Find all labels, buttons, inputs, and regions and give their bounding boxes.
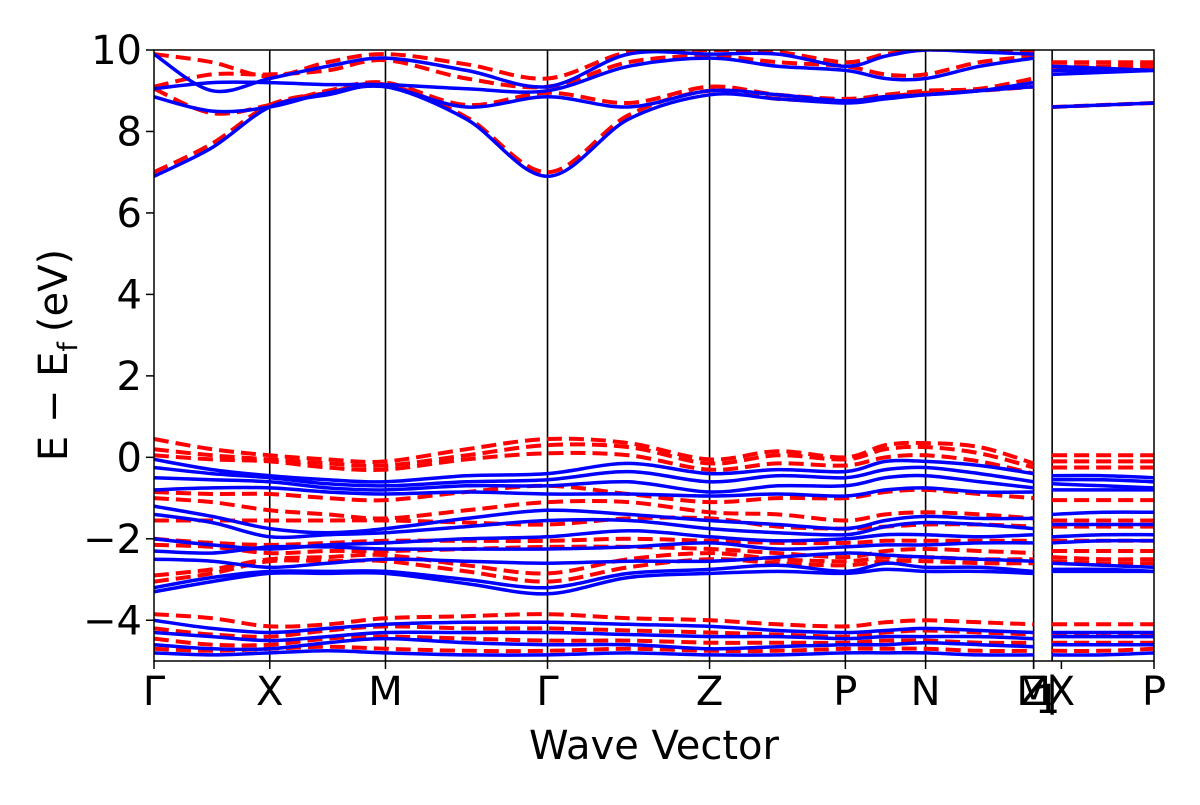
band-line-solid-29 — [154, 618, 1154, 635]
band-line-solid-10 — [154, 473, 1154, 494]
x-tick-label: X — [1048, 669, 1075, 715]
y-axis-title-unit: (eV) — [31, 249, 77, 332]
x-tick-label: Γ — [536, 669, 559, 715]
x-tick-label: M — [368, 669, 403, 715]
band-line-dashed-21 — [154, 450, 1154, 476]
band-line-dashed-7 — [154, 50, 1154, 81]
x-tick-label: X — [256, 669, 283, 715]
y-ticks: −4 −2 0 2 4 6 8 10 — [83, 28, 154, 644]
band-line-dashed-34 — [154, 624, 1154, 639]
y-tick-label: 10 — [91, 28, 142, 74]
x-tick-label: Γ — [143, 669, 166, 715]
band-line-solid-9 — [154, 465, 1154, 488]
x-tick-label: 1 — [1035, 677, 1060, 723]
band-line-dashed-28 — [154, 557, 1154, 584]
x-tick-label: P — [833, 669, 857, 715]
band-line-dashed-35 — [154, 634, 1154, 648]
y-tick-label: 2 — [117, 354, 142, 400]
band-line-dashed-20 — [154, 442, 1154, 470]
band-line-dashed-33 — [154, 612, 1154, 629]
y-tick-label: −4 — [83, 598, 142, 644]
y-tick-label: 4 — [117, 272, 142, 318]
band-lines — [154, 50, 1154, 657]
band-line-solid-12 — [154, 504, 1154, 535]
y-tick-label: 0 — [117, 435, 142, 481]
band-line-solid-31 — [154, 636, 1154, 652]
band-line-solid-18 — [154, 567, 1154, 596]
band-line-dashed-23 — [154, 496, 1154, 523]
x-axis-title: Wave Vector — [529, 723, 780, 769]
y-tick-label: 8 — [117, 109, 142, 155]
plot-frame — [153, 49, 1155, 662]
band-line-solid-13 — [154, 512, 1154, 540]
band-line-solid-3 — [154, 50, 1154, 94]
x-tick-label: M — [1016, 669, 1051, 715]
band-line-solid-8 — [154, 457, 1154, 484]
y-axis-title-subscript: f — [53, 341, 84, 352]
band-line-solid-15 — [154, 538, 1154, 555]
band-line-solid-11 — [154, 485, 1154, 498]
y-axis-title: E − Ef (eV) — [31, 249, 84, 461]
x-tick-label: P — [1142, 669, 1166, 715]
y-tick-label: −2 — [83, 517, 142, 563]
vertical-lines — [268, 50, 1053, 661]
x-tick-label: Z — [1020, 669, 1047, 715]
y-tick-label: 6 — [117, 191, 142, 237]
y-axis-title-main: E − E — [31, 352, 77, 462]
band-line-dashed-19 — [154, 436, 1154, 466]
x-tick-label: N — [911, 669, 941, 715]
x-tick-label: | — [1045, 669, 1058, 715]
band-line-solid-16 — [154, 551, 1154, 570]
band-line-solid-32 — [154, 649, 1154, 657]
x-ticks: Γ X M Γ Z P N MZ1|X P — [143, 661, 1166, 723]
x-tick-label: Z — [696, 669, 723, 715]
band-line-solid-1 — [154, 68, 1154, 114]
band-line-solid-30 — [154, 630, 1154, 643]
